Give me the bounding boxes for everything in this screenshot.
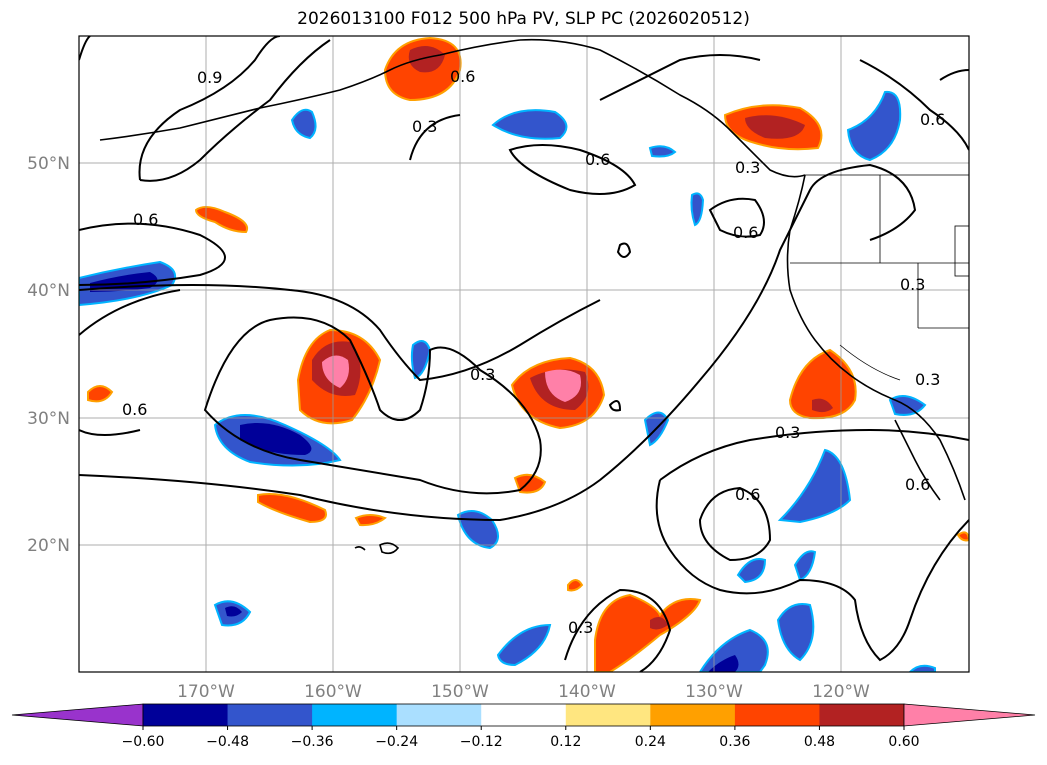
map-title: 2026013100 F012 500 hPa PV, SLP PC (2026… bbox=[297, 9, 750, 29]
lon-label-140w: 140°W bbox=[558, 682, 616, 702]
lat-label-20n: 20°N bbox=[27, 536, 70, 556]
colorbar-segment bbox=[565, 704, 651, 726]
colorbar-tick-label: −0.36 bbox=[291, 734, 334, 750]
contour-label-0.9: 0.9 bbox=[197, 68, 222, 87]
lat-label-50n: 50°N bbox=[27, 154, 70, 174]
colorbar-segment bbox=[819, 704, 905, 726]
pv-shading bbox=[79, 36, 969, 672]
colorbar: −0.60 −0.48 −0.36 −0.24 −0.12 0.12 0.24 0.36 0.4… bbox=[11, 703, 1036, 750]
colorbar-tick-label: 0.48 bbox=[804, 734, 835, 750]
colorbar-segment bbox=[143, 704, 229, 726]
contour-label-0.6: 0.6 bbox=[450, 67, 475, 86]
contour-label-0.3: 0.3 bbox=[470, 365, 495, 384]
colorbar-extend-low bbox=[11, 703, 144, 727]
contour-label-0.3: 0.3 bbox=[900, 275, 925, 294]
coastlines bbox=[99, 38, 966, 555]
colorbar-tick-label: −0.48 bbox=[206, 734, 249, 750]
lon-label-120w: 120°W bbox=[812, 682, 870, 702]
lon-labels: 170°W 160°W 150°W 140°W 130°W 120°W bbox=[177, 682, 870, 702]
colorbar-segment bbox=[481, 704, 567, 726]
colorbar-tick-label: 0.60 bbox=[888, 734, 919, 750]
colorbar-tick-label: 0.36 bbox=[719, 734, 750, 750]
contour-label-0.3: 0.3 bbox=[412, 117, 437, 136]
lon-label-150w: 150°W bbox=[431, 682, 489, 702]
colorbar-tick-label: −0.12 bbox=[460, 734, 503, 750]
colorbar-segment bbox=[227, 704, 313, 726]
lat-label-30n: 30°N bbox=[27, 409, 70, 429]
map-frame bbox=[78, 35, 970, 673]
gridlines bbox=[79, 36, 969, 672]
colorbar-segment bbox=[734, 704, 820, 726]
colorbar-segment bbox=[312, 704, 398, 726]
contour-label-0.6: 0.6 bbox=[733, 223, 758, 242]
colorbar-tick-label: −0.24 bbox=[375, 734, 418, 750]
contour-label-0.3: 0.3 bbox=[775, 423, 800, 442]
slp-contours bbox=[79, 36, 969, 672]
colorbar-segment bbox=[396, 704, 482, 726]
lat-labels: 50°N 40°N 30°N 20°N bbox=[27, 154, 70, 556]
contour-label-0.3: 0.3 bbox=[568, 618, 593, 637]
colorbar-extend-high bbox=[903, 703, 1036, 727]
contour-labels: 0.9 0.6 0.3 0.6 0.6 0.6 0.3 0.6 0.3 0.6 … bbox=[122, 67, 945, 637]
lon-label-170w: 170°W bbox=[177, 682, 235, 702]
contour-label-0.3: 0.3 bbox=[735, 158, 760, 177]
lon-label-130w: 130°W bbox=[685, 682, 743, 702]
colorbar-tick-label: 0.24 bbox=[635, 734, 666, 750]
contour-label-0.6: 0.6 bbox=[920, 110, 945, 129]
lon-label-160w: 160°W bbox=[304, 682, 362, 702]
colorbar-tick-label: 0.12 bbox=[550, 734, 581, 750]
borders bbox=[790, 174, 969, 381]
contour-label-0.6: 0.6 bbox=[585, 150, 610, 169]
contour-label-0.6: 0.6 bbox=[133, 210, 158, 229]
contour-label-0.6: 0.6 bbox=[122, 400, 147, 419]
contour-label-0.6: 0.6 bbox=[735, 485, 760, 504]
colorbar-tick-label: −0.60 bbox=[122, 734, 165, 750]
colorbar-segment bbox=[650, 704, 736, 726]
contour-label-0.6: 0.6 bbox=[905, 475, 930, 494]
contour-label-0.3: 0.3 bbox=[915, 370, 940, 389]
lat-label-40n: 40°N bbox=[27, 281, 70, 301]
